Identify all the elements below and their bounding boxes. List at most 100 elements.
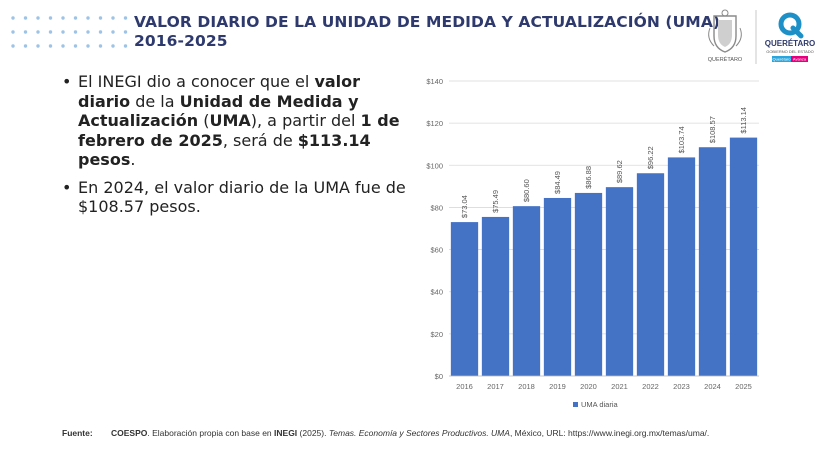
- decor-dot: [98, 16, 103, 20]
- decor-dot: [73, 44, 78, 48]
- legend-label: UMA diaria: [581, 400, 619, 409]
- queretaro-brand-logo: QUERÉTARO GOBIERNO DEL ESTADO Querétaro …: [765, 12, 816, 62]
- data-label: $96.22: [646, 146, 655, 169]
- decor-dot: [11, 16, 15, 20]
- bar: [481, 216, 510, 376]
- bullet-bold-text: $113.14 pesos: [78, 130, 371, 170]
- decor-dot: [36, 30, 40, 34]
- bar: [636, 173, 665, 376]
- legend-swatch: [573, 402, 578, 407]
- title-line-1: VALOR DIARIO DE LA UNIDAD DE MEDIDA Y AC…: [134, 13, 727, 31]
- data-label: $75.49: [491, 190, 500, 213]
- bullet-bold-text: Unidad de Medida y Actualización: [78, 91, 359, 131]
- bullet-text: ), a partir del: [250, 111, 361, 130]
- source-italic-title: Temas. Economía y Sectores Productivos. …: [328, 428, 510, 438]
- y-tick-label: $120: [426, 119, 443, 128]
- title-line-2: 2016-2025: [134, 32, 228, 50]
- bullet-text: .: [130, 150, 136, 169]
- x-tick-label: 2017: [487, 382, 504, 391]
- source-footnote: Fuente: COESPO. Elaboración propia con ba…: [62, 428, 709, 438]
- x-tick-label: 2020: [580, 382, 597, 391]
- source-org: COESPO: [111, 428, 148, 438]
- bar: [450, 222, 479, 376]
- bullet-bold-text: valor diario: [78, 72, 361, 111]
- bullet-bold-text: 1 de febrero de 2025: [78, 111, 400, 150]
- bullet-text: El INEGI dio a conocer que el: [78, 72, 315, 91]
- source-label: Fuente:: [62, 428, 93, 438]
- data-label: $113.14: [739, 107, 748, 134]
- decor-dot: [98, 44, 103, 48]
- source-inegi: INEGI: [274, 428, 298, 438]
- data-label: $84.49: [553, 171, 562, 194]
- bullet-text: (: [198, 111, 210, 130]
- y-tick-label: $20: [430, 330, 443, 339]
- bullet-bold-text: UMA: [209, 111, 251, 130]
- decor-dot: [98, 30, 103, 34]
- source-text-1: . Elaboración propia con base en: [147, 428, 275, 438]
- bullet-list: El INEGI dio a conocer que el valor diar…: [62, 72, 412, 225]
- bullet-item: El INEGI dio a conocer que el valor diar…: [62, 72, 412, 170]
- source-url: , México, URL: https://www.inegi.org.mx/…: [509, 428, 710, 438]
- decor-dot: [111, 16, 115, 20]
- decor-dot: [123, 30, 128, 34]
- decor-dot: [11, 44, 15, 48]
- decor-dot: [36, 16, 40, 20]
- x-tick-label: 2016: [456, 382, 473, 391]
- decor-dot: [11, 30, 15, 34]
- decorative-dot-pattern: [11, 16, 128, 48]
- x-tick-label: 2019: [549, 382, 566, 391]
- decor-dot: [86, 16, 90, 20]
- decor-dot: [123, 16, 128, 20]
- bar: [698, 147, 727, 376]
- x-tick-label: 2024: [704, 382, 721, 391]
- brand-name: QUERÉTARO: [765, 39, 816, 48]
- government-logos: QUERÉTARO QUERÉTARO GOBIERNO DEL ESTADO …: [708, 9, 816, 64]
- page-title: VALOR DIARIO DE LA UNIDAD DE MEDIDA Y AC…: [134, 13, 726, 51]
- data-label: $80.60: [522, 179, 531, 202]
- bar: [667, 157, 696, 376]
- y-tick-label: $140: [426, 77, 443, 86]
- data-label: $89.62: [615, 160, 624, 183]
- decor-dot: [48, 16, 53, 20]
- state-seal-logo: QUERÉTARO: [708, 9, 743, 63]
- decor-dot: [61, 16, 65, 20]
- data-label: $86.88: [584, 166, 593, 189]
- y-tick-label: $100: [426, 161, 443, 170]
- x-tick-label: 2023: [673, 382, 690, 391]
- decor-dot: [111, 30, 115, 34]
- y-tick-label: $60: [430, 246, 443, 255]
- x-tick-label: 2018: [518, 382, 535, 391]
- decor-dot: [61, 30, 65, 34]
- y-tick-label: $40: [430, 288, 443, 297]
- bullet-text: En 2024, el valor diario de la UMA fue d…: [78, 177, 406, 217]
- bar: [543, 197, 572, 376]
- decor-dot: [123, 44, 128, 48]
- x-tick-label: 2025: [735, 382, 752, 391]
- brand-badge-b: Avanza: [793, 57, 807, 62]
- decor-dot: [111, 44, 115, 48]
- y-tick-label: $80: [430, 203, 443, 212]
- seal-caption: QUERÉTARO: [708, 56, 743, 63]
- decor-dot: [36, 44, 40, 48]
- bar: [512, 206, 541, 376]
- y-tick-label: $0: [435, 372, 443, 381]
- decor-dot: [61, 44, 65, 48]
- decor-dot: [73, 30, 78, 34]
- brand-subtitle: GOBIERNO DEL ESTADO: [766, 49, 814, 54]
- data-label: $103.74: [677, 126, 686, 153]
- decor-dot: [48, 44, 53, 48]
- bar: [574, 192, 603, 376]
- bar: [729, 137, 758, 376]
- decor-dot: [86, 30, 90, 34]
- data-label: $108.57: [708, 116, 717, 143]
- decor-dot: [48, 30, 53, 34]
- bullet-text: , será de: [222, 130, 298, 150]
- data-label: $73.04: [460, 195, 469, 218]
- bullet-item: En 2024, el valor diario de la UMA fue d…: [62, 178, 412, 217]
- bar: [605, 187, 634, 376]
- decor-dot: [23, 44, 28, 48]
- x-tick-label: 2021: [611, 382, 628, 391]
- source-text-2: (2025).: [297, 428, 329, 438]
- decor-dot: [23, 16, 28, 20]
- x-tick-label: 2022: [642, 382, 659, 391]
